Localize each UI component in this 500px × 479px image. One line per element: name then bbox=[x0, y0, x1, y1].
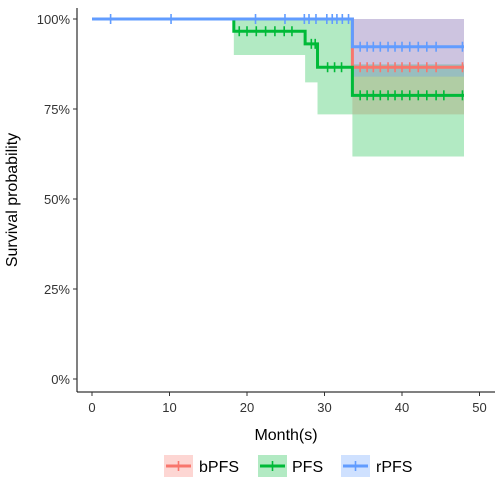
x-tick-label: 50 bbox=[472, 400, 486, 415]
x-tick-label: 40 bbox=[395, 400, 409, 415]
legend-label-bpfs: bPFS bbox=[199, 459, 239, 476]
x-tick-label: 0 bbox=[88, 400, 95, 415]
axes bbox=[76, 8, 495, 393]
y-tick-label: 75% bbox=[44, 102, 70, 117]
x-ticks: 0 10 20 30 40 50 bbox=[88, 392, 487, 415]
y-axis-title: Survival probability bbox=[4, 133, 21, 267]
y-tick-label: 25% bbox=[44, 282, 70, 297]
ci-band-pfs bbox=[92, 19, 464, 157]
y-tick-label: 50% bbox=[44, 192, 70, 207]
survival-curve-rpfs bbox=[92, 17, 464, 49]
y-tick-label: 0% bbox=[51, 372, 70, 387]
confidence-bands bbox=[92, 19, 464, 157]
x-tick-label: 30 bbox=[317, 400, 331, 415]
legend-label-pfs: PFS bbox=[292, 459, 323, 476]
censor-marks bbox=[109, 14, 464, 101]
legend-label-rpfs: rPFS bbox=[376, 459, 412, 476]
x-tick-label: 10 bbox=[162, 400, 176, 415]
x-axis-title: Month(s) bbox=[254, 427, 317, 444]
y-ticks: 0% 25% 50% 75% 100% bbox=[37, 12, 77, 387]
ci-band-bpfs bbox=[92, 19, 464, 115]
x-tick-label: 20 bbox=[240, 400, 254, 415]
y-tick-label: 100% bbox=[37, 12, 71, 27]
ci-band-rpfs bbox=[92, 19, 464, 77]
legend: bPFS PFS rPFS bbox=[164, 455, 412, 477]
